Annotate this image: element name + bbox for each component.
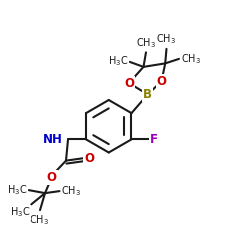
Text: CH$_3$: CH$_3$ (29, 213, 49, 227)
Text: CH$_3$: CH$_3$ (136, 36, 156, 50)
Text: O: O (124, 76, 134, 90)
Text: O: O (156, 75, 166, 88)
Text: NH: NH (43, 133, 62, 146)
Text: O: O (84, 152, 94, 164)
Text: H$_3$C: H$_3$C (108, 54, 128, 68)
Text: H$_3$C: H$_3$C (10, 206, 30, 220)
Text: O: O (47, 171, 57, 184)
Text: CH$_3$: CH$_3$ (181, 52, 201, 66)
Text: H$_3$C: H$_3$C (7, 183, 27, 197)
Text: B: B (143, 88, 152, 101)
Text: CH$_3$: CH$_3$ (156, 32, 176, 46)
Text: F: F (150, 133, 158, 146)
Text: CH$_3$: CH$_3$ (61, 184, 81, 198)
